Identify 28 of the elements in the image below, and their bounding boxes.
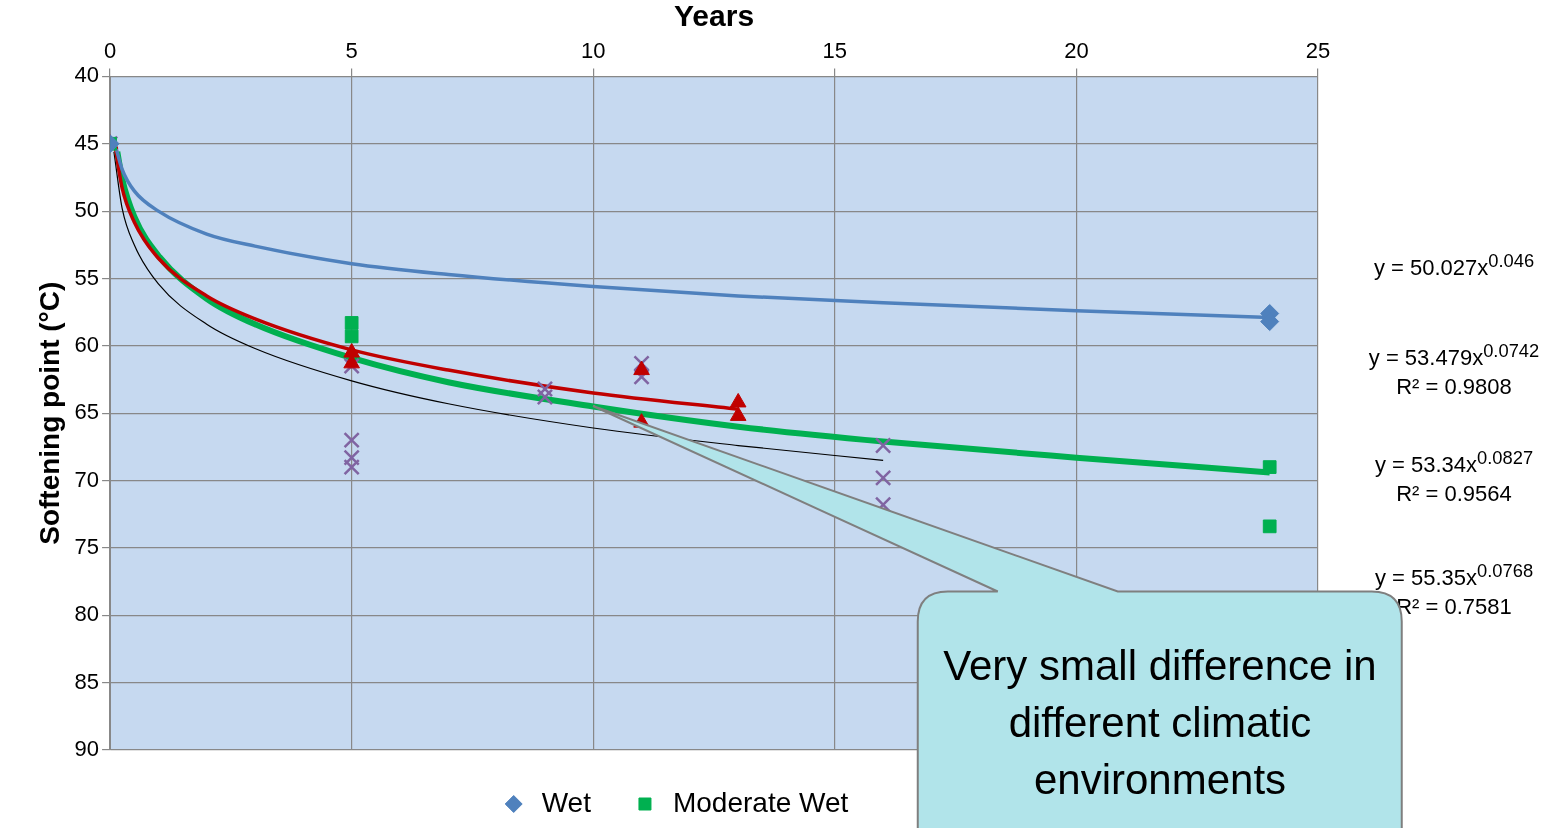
- text: y = 53.479x$^{0.0742}$: [1367, 340, 1541, 372]
- y-tick-label: 45: [74, 129, 100, 155]
- x-tick-label: 0: [103, 38, 117, 64]
- text: R² = 0.9808: [1395, 374, 1513, 400]
- text: R² = 0.9564: [1395, 481, 1513, 507]
- legend-label: Wet: [541, 786, 592, 818]
- text: y = 50.027x$^{0.046}$: [1372, 250, 1536, 282]
- annotation: Very small difference in different climatic environments: [942, 641, 1378, 805]
- y-tick-label: 80: [74, 601, 100, 627]
- y-tick-label: 55: [74, 264, 100, 290]
- y-tick-label: 65: [74, 399, 100, 425]
- y-tick-label: 90: [74, 736, 100, 762]
- y-tick-label: 70: [74, 466, 100, 492]
- x-axis-title: Years: [673, 0, 755, 33]
- x-tick-label: 15: [822, 38, 848, 64]
- x-tick-label: 10: [581, 38, 606, 64]
- y-tick-label: 50: [74, 197, 100, 223]
- x-tick-label: 5: [345, 38, 358, 64]
- y-tick-label: 75: [74, 533, 100, 559]
- y-tick-label: 85: [74, 668, 100, 694]
- y-tick-label: 40: [74, 62, 100, 88]
- legend-label: Moderate Wet: [672, 786, 849, 818]
- y-axis-title: Softening point (°C): [33, 281, 65, 545]
- text: y = 53.34x$^{0.0827}$: [1373, 447, 1535, 479]
- text: y = 55.35x$^{0.0768}$: [1373, 560, 1535, 592]
- x-tick-label: 25: [1305, 38, 1331, 64]
- y-tick-label: 60: [74, 331, 100, 357]
- x-tick-label: 20: [1064, 38, 1089, 64]
